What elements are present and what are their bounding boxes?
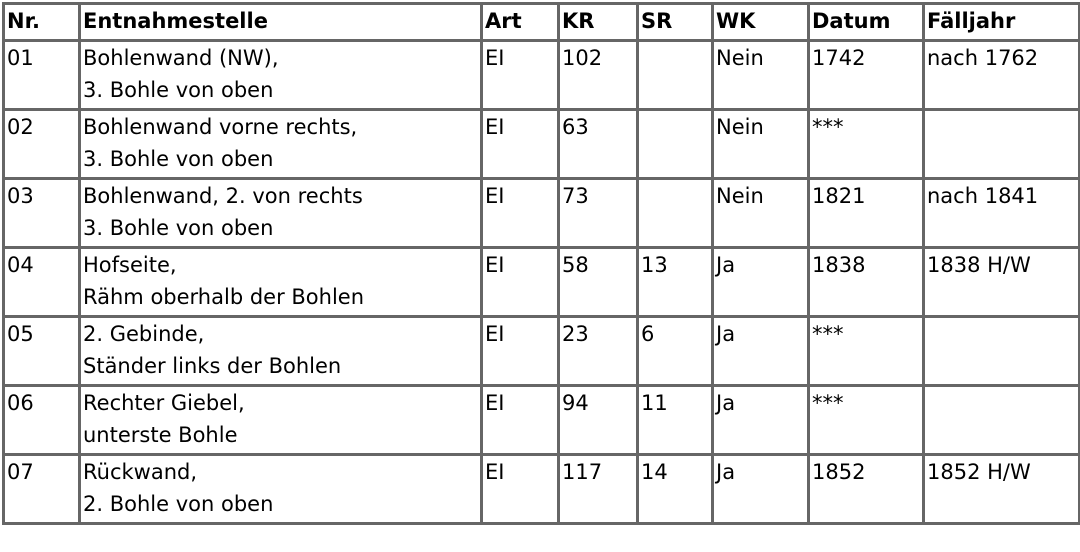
cell-nr: 03 <box>2 177 81 249</box>
cell-faelljahr <box>922 108 1080 180</box>
location-line: Bohlenwand (NW), <box>83 46 279 70</box>
cell-nr: 07 <box>2 453 81 525</box>
location-line: Ständer links der Bohlen <box>83 354 342 378</box>
column-header-faelljahr: Fälljahr <box>922 2 1080 42</box>
location-line: 2. Bohle von oben <box>83 492 274 516</box>
cell-wk: Ja <box>711 315 810 387</box>
cell-sr <box>636 108 714 180</box>
cell-faelljahr: 1852 H/W <box>922 453 1080 525</box>
cell-art: EI <box>480 453 560 525</box>
column-header-kr: KR <box>557 2 639 42</box>
cell-faelljahr: nach 1762 <box>922 39 1080 111</box>
table-row: 01 Bohlenwand (NW), 3. Bohle von oben EI 102… <box>2 39 1080 111</box>
column-header-wk: WK <box>711 2 810 42</box>
cell-datum: *** <box>807 108 925 180</box>
cell-datum: 1838 <box>807 246 925 318</box>
location-line: Bohlenwand vorne rechts, <box>83 115 358 139</box>
cell-faelljahr: nach 1841 <box>922 177 1080 249</box>
location-line: 3. Bohle von oben <box>83 147 274 171</box>
cell-art: EI <box>480 39 560 111</box>
cell-entnahmestelle: Bohlenwand vorne rechts, 3. Bohle von obe… <box>78 108 483 180</box>
table-row: 06 Rechter Giebel, unterste Bohle EI 94 11 Ja *… <box>2 384 1080 456</box>
cell-sr: 14 <box>636 453 714 525</box>
cell-entnahmestelle: 2. Gebinde, Ständer links der Bohlen <box>78 315 483 387</box>
location-line: Rechter Giebel, <box>83 391 245 415</box>
location-line: 2. Gebinde, <box>83 322 205 346</box>
cell-faelljahr <box>922 384 1080 456</box>
table-row: 02 Bohlenwand vorne rechts, 3. Bohle von o… <box>2 108 1080 180</box>
cell-nr: 01 <box>2 39 81 111</box>
cell-datum: *** <box>807 384 925 456</box>
cell-kr: 23 <box>557 315 639 387</box>
cell-kr: 102 <box>557 39 639 111</box>
cell-wk: Nein <box>711 177 810 249</box>
table-row: 07 Rückwand, 2. Bohle von oben EI 117 14 Ja 185… <box>2 453 1080 525</box>
cell-datum: 1821 <box>807 177 925 249</box>
cell-datum: 1852 <box>807 453 925 525</box>
cell-sr: 13 <box>636 246 714 318</box>
cell-kr: 73 <box>557 177 639 249</box>
cell-art: EI <box>480 177 560 249</box>
cell-kr: 117 <box>557 453 639 525</box>
cell-kr: 58 <box>557 246 639 318</box>
cell-wk: Ja <box>711 246 810 318</box>
column-header-art: Art <box>480 2 560 42</box>
cell-entnahmestelle: Bohlenwand (NW), 3. Bohle von oben <box>78 39 483 111</box>
cell-wk: Nein <box>711 108 810 180</box>
location-line: 3. Bohle von oben <box>83 78 274 102</box>
cell-faelljahr <box>922 315 1080 387</box>
cell-entnahmestelle: Rechter Giebel, unterste Bohle <box>78 384 483 456</box>
location-line: Rückwand, <box>83 460 198 484</box>
cell-wk: Ja <box>711 453 810 525</box>
cell-nr: 04 <box>2 246 81 318</box>
cell-wk: Nein <box>711 39 810 111</box>
cell-entnahmestelle: Rückwand, 2. Bohle von oben <box>78 453 483 525</box>
cell-entnahmestelle: Bohlenwand, 2. von rechts 3. Bohle von ob… <box>78 177 483 249</box>
location-line: unterste Bohle <box>83 423 238 447</box>
cell-entnahmestelle: Hofseite, Rähm oberhalb der Bohlen <box>78 246 483 318</box>
cell-sr: 11 <box>636 384 714 456</box>
header-row: Nr. Entnahmestelle Art KR SR WK Datum Fälljahr <box>2 2 1080 42</box>
cell-datum: 1742 <box>807 39 925 111</box>
column-header-sr: SR <box>636 2 714 42</box>
sample-table: Nr. Entnahmestelle Art KR SR WK Datum Fälljahr … <box>2 2 1080 525</box>
cell-art: EI <box>480 315 560 387</box>
cell-sr <box>636 177 714 249</box>
cell-faelljahr: 1838 H/W <box>922 246 1080 318</box>
column-header-nr: Nr. <box>2 2 81 42</box>
cell-nr: 06 <box>2 384 81 456</box>
location-line: Rähm oberhalb der Bohlen <box>83 285 365 309</box>
table-row: 03 Bohlenwand, 2. von rechts 3. Bohle von … <box>2 177 1080 249</box>
cell-art: EI <box>480 246 560 318</box>
cell-nr: 05 <box>2 315 81 387</box>
cell-sr <box>636 39 714 111</box>
location-line: Hofseite, <box>83 253 177 277</box>
cell-art: EI <box>480 384 560 456</box>
cell-sr: 6 <box>636 315 714 387</box>
location-line: 3. Bohle von oben <box>83 216 274 240</box>
cell-nr: 02 <box>2 108 81 180</box>
column-header-datum: Datum <box>807 2 925 42</box>
cell-kr: 94 <box>557 384 639 456</box>
table-row: 05 2. Gebinde, Ständer links der Bohlen EI 2… <box>2 315 1080 387</box>
cell-kr: 63 <box>557 108 639 180</box>
column-header-entnahmestelle: Entnahmestelle <box>78 2 483 42</box>
cell-wk: Ja <box>711 384 810 456</box>
table-row: 04 Hofseite, Rähm oberhalb der Bohlen EI 58 1… <box>2 246 1080 318</box>
cell-art: EI <box>480 108 560 180</box>
cell-datum: *** <box>807 315 925 387</box>
location-line: Bohlenwand, 2. von rechts <box>83 184 363 208</box>
